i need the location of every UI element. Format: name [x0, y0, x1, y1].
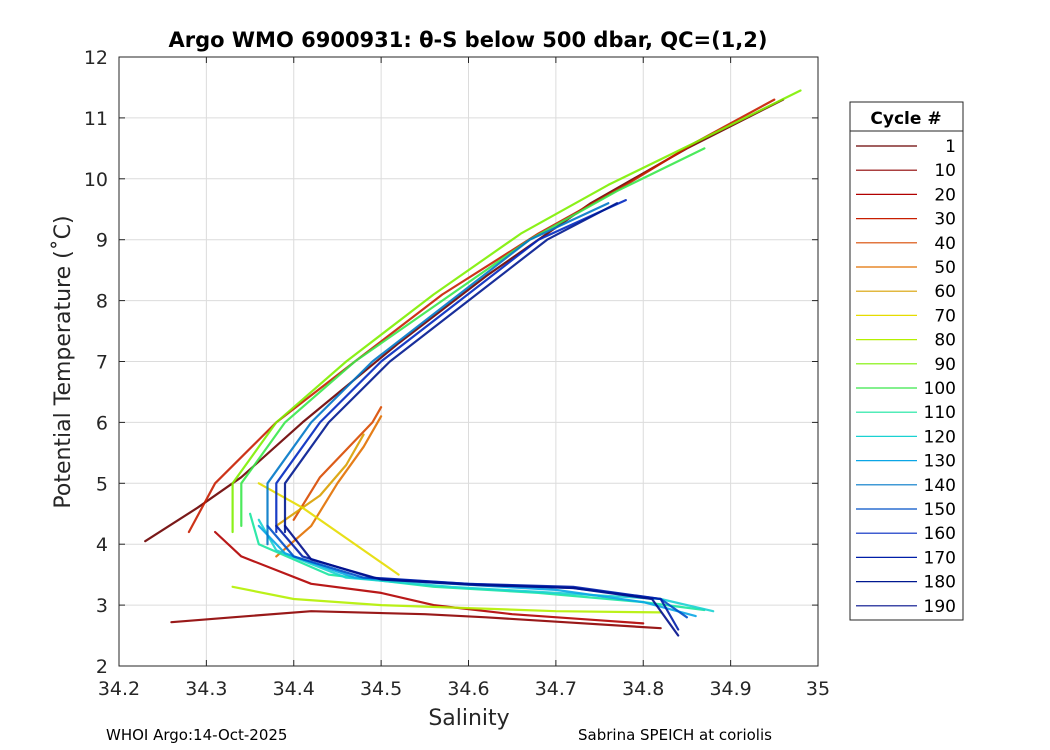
x-axis-label: Salinity [428, 706, 509, 731]
y-tick-label: 3 [96, 595, 108, 617]
legend-label-140: 140 [924, 476, 956, 496]
series-line-cycle-140 [266, 202, 610, 546]
legend-label-160: 160 [924, 524, 956, 544]
x-tick-label: 35 [806, 678, 830, 700]
y-tick-label: 6 [96, 412, 108, 434]
legend-label-110: 110 [924, 403, 956, 423]
series-line-cycle-70 [257, 482, 400, 576]
x-tick-label: 34.5 [360, 678, 402, 700]
legend-label-180: 180 [924, 573, 956, 593]
x-tick-label: 34.9 [709, 678, 751, 700]
series-line-cycle-1 [144, 98, 785, 543]
series-group [144, 89, 802, 637]
y-tick-label: 8 [96, 291, 108, 313]
series-line-cycle-20 [214, 530, 645, 625]
series-line-cycle-170 [275, 524, 680, 631]
legend-label-20: 20 [934, 185, 956, 205]
x-tick-label: 34.4 [273, 678, 315, 700]
x-tick-label: 34.8 [622, 678, 664, 700]
legend-label-70: 70 [934, 306, 956, 326]
y-axis-ticks: 2 3 4 5 6 7 8 9 10 11 12 [84, 47, 818, 678]
series-line-cycle-50 [275, 415, 383, 558]
y-tick-label: 10 [84, 169, 108, 191]
series-line-cycle-90 [231, 89, 802, 534]
legend-label-130: 130 [924, 452, 956, 472]
legend-entries: 1102030405060708090100110120130140150160… [856, 137, 956, 617]
series-line-cycle-180 [283, 202, 619, 534]
legend-label-10: 10 [934, 161, 956, 181]
series-line-cycle-60 [275, 433, 365, 528]
series-line-cycle-160 [275, 199, 627, 534]
legend-label-90: 90 [934, 355, 956, 375]
legend-label-120: 120 [924, 427, 956, 447]
y-tick-label: 5 [96, 473, 108, 495]
legend-title: Cycle # [870, 109, 941, 129]
series-line-cycle-30 [187, 98, 776, 534]
series-line-cycle-190 [283, 524, 680, 637]
footer-right: Sabrina SPEICH at coriolis [578, 726, 772, 744]
series-line-cycle-100 [240, 147, 706, 528]
legend-label-60: 60 [934, 282, 956, 302]
series-line-cycle-40 [292, 406, 383, 521]
footer-left: WHOI Argo:14-Oct-2025 [106, 726, 288, 744]
y-tick-label: 12 [84, 47, 108, 69]
series-line-cycle-10 [170, 610, 662, 630]
legend-label-30: 30 [934, 210, 956, 230]
y-axis-label: Potential Temperature (˚C) [51, 215, 76, 508]
legend: Cycle # 11020304050607080901001101201301… [849, 101, 964, 621]
chart-title: Argo WMO 6900931: θ-S below 500 dbar, QC… [169, 28, 768, 52]
legend-label-1: 1 [945, 137, 956, 157]
series-line-cycle-80 [231, 585, 662, 614]
legend-label-100: 100 [924, 379, 956, 399]
x-tick-label: 34.2 [98, 678, 140, 700]
legend-label-40: 40 [934, 234, 956, 254]
legend-label-190: 190 [924, 597, 956, 617]
grid-lines [119, 57, 818, 666]
legend-label-50: 50 [934, 258, 956, 278]
y-tick-label: 2 [96, 656, 108, 678]
x-tick-label: 34.7 [535, 678, 577, 700]
y-tick-label: 11 [84, 108, 108, 130]
legend-label-80: 80 [934, 331, 956, 351]
y-tick-label: 9 [96, 230, 108, 252]
legend-label-170: 170 [924, 548, 956, 568]
x-tick-label: 34.3 [185, 678, 227, 700]
x-tick-label: 34.6 [447, 678, 489, 700]
x-axis-ticks: 34.2 34.3 34.4 34.5 34.6 34.7 34.8 34.9 35 [98, 57, 830, 700]
series-line-cycle-130 [257, 524, 697, 618]
y-tick-label: 4 [96, 534, 108, 556]
y-tick-label: 7 [96, 352, 108, 374]
legend-label-150: 150 [924, 500, 956, 520]
